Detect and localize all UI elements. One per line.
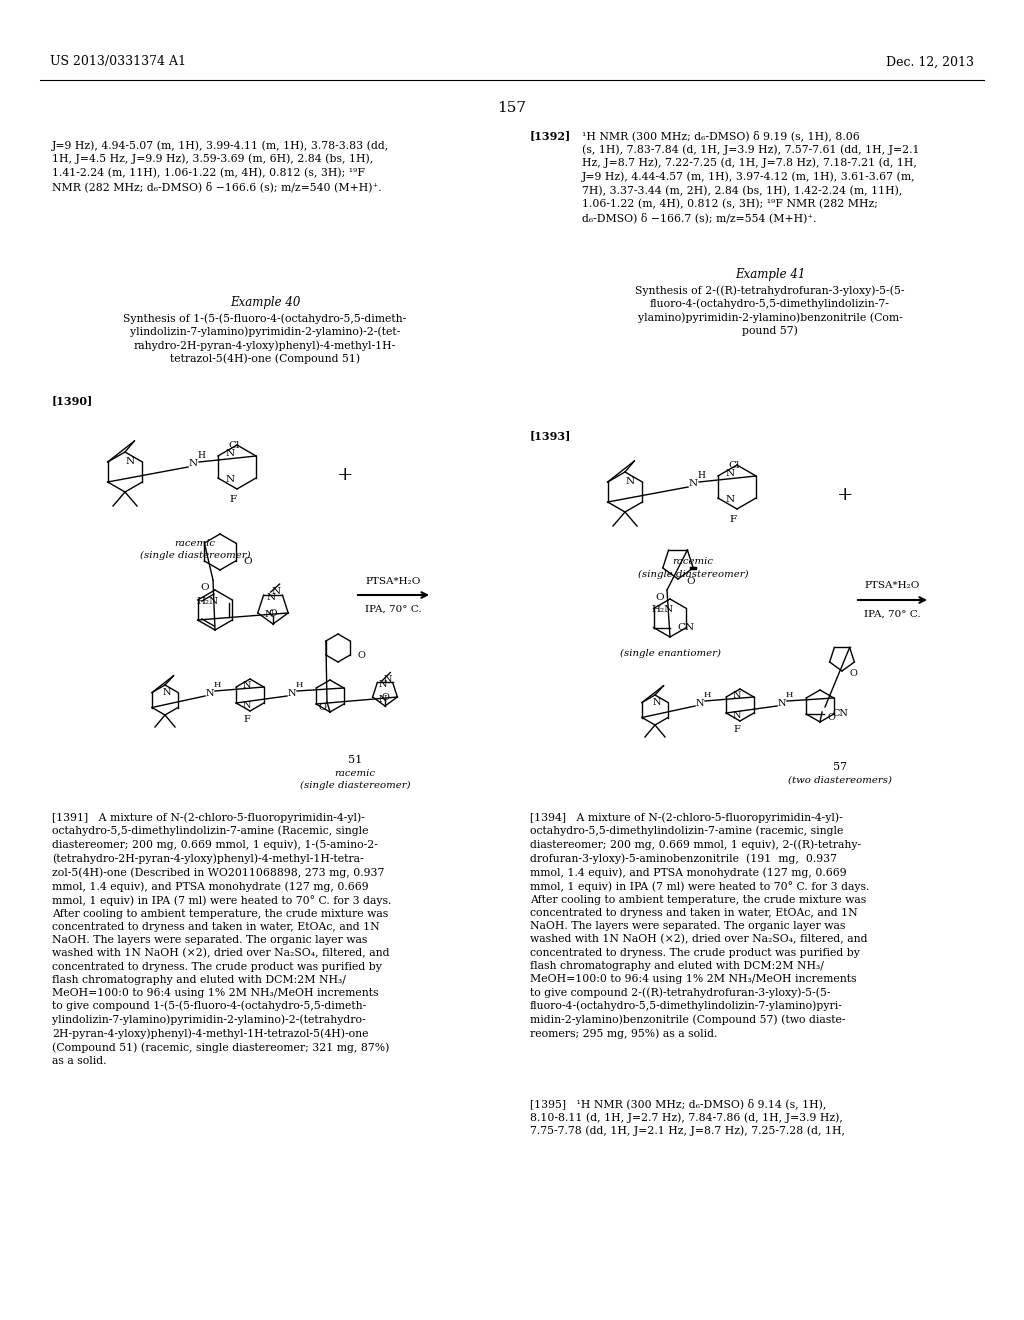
Text: IPA, 70° C.: IPA, 70° C. [863, 610, 921, 619]
Text: 51: 51 [348, 755, 362, 766]
Text: N: N [732, 710, 740, 719]
Text: O: O [849, 668, 857, 677]
Text: (single diastereomer): (single diastereomer) [300, 780, 411, 789]
Text: N: N [266, 593, 275, 602]
Text: F: F [244, 715, 251, 725]
Text: H: H [213, 681, 221, 689]
Text: Example 41: Example 41 [735, 268, 805, 281]
Text: N: N [732, 690, 740, 700]
Text: N: N [652, 698, 660, 708]
Text: O: O [381, 693, 389, 701]
Text: N: N [226, 450, 236, 458]
Text: N: N [778, 698, 786, 708]
Text: racemic: racemic [673, 557, 714, 566]
Text: PTSA*H₂O: PTSA*H₂O [366, 577, 421, 586]
Text: H: H [197, 450, 205, 459]
Text: N: N [379, 694, 387, 704]
Text: N: N [626, 478, 634, 487]
Text: O: O [268, 610, 278, 619]
Text: N: N [242, 681, 251, 689]
Text: racemic: racemic [174, 539, 215, 548]
Text: N: N [726, 470, 735, 479]
Text: O: O [686, 577, 694, 586]
Text: N: N [242, 701, 251, 710]
Text: N: N [188, 459, 198, 469]
Text: [1394]   A mixture of N-(2-chloro-5-fluoropyrimidin-4-yl)-
octahydro-5,5-dimethy: [1394] A mixture of N-(2-chloro-5-fluoro… [530, 812, 869, 1039]
Text: US 2013/0331374 A1: US 2013/0331374 A1 [50, 55, 186, 69]
Text: [1395]   ¹H NMR (300 MHz; d₆-DMSO) δ 9.14 (s, 1H),
8.10-8.11 (d, 1H, J=2.7 Hz), : [1395] ¹H NMR (300 MHz; d₆-DMSO) δ 9.14 … [530, 1098, 845, 1137]
Text: N: N [378, 680, 387, 689]
Text: N: N [726, 495, 735, 504]
Text: 157: 157 [498, 102, 526, 115]
Text: racemic: racemic [335, 768, 376, 777]
Text: N: N [226, 475, 236, 484]
Text: N: N [688, 479, 697, 488]
Text: N: N [163, 688, 171, 697]
Text: O: O [244, 557, 252, 565]
Text: O: O [357, 651, 365, 660]
Text: Cl: Cl [228, 441, 240, 450]
Text: H: H [785, 690, 793, 700]
Text: F: F [729, 516, 736, 524]
Text: H: H [697, 470, 705, 479]
Text: (single enantiomer): (single enantiomer) [620, 648, 721, 657]
Text: Synthesis of 1-(5-(5-fluoro-4-(octahydro-5,5-dimeth-
ylindolizin-7-ylamino)pyrim: Synthesis of 1-(5-(5-fluoro-4-(octahydro… [123, 313, 407, 364]
Text: O: O [318, 702, 326, 711]
Text: O: O [201, 583, 209, 593]
Text: N: N [695, 698, 705, 708]
Text: [1391]   A mixture of N-(2-chloro-5-fluoropyrimidin-4-yl)-
octahydro-5,5-dimethy: [1391] A mixture of N-(2-chloro-5-fluoro… [52, 812, 391, 1067]
Text: N: N [383, 675, 392, 684]
Text: J=9 Hz), 4.94-5.07 (m, 1H), 3.99-4.11 (m, 1H), 3.78-3.83 (dd,
1H, J=4.5 Hz, J=9.: J=9 Hz), 4.94-5.07 (m, 1H), 3.99-4.11 (m… [52, 140, 389, 191]
Text: F: F [733, 726, 740, 734]
Text: O: O [828, 714, 836, 722]
Text: F: F [229, 495, 237, 504]
Text: H₂N: H₂N [196, 597, 218, 606]
Text: (single diastereomer): (single diastereomer) [638, 569, 749, 578]
Text: Dec. 12, 2013: Dec. 12, 2013 [886, 55, 974, 69]
Text: [1390]: [1390] [52, 395, 93, 407]
Text: H₂N: H₂N [651, 605, 674, 614]
Text: 57: 57 [833, 762, 847, 772]
Text: Example 40: Example 40 [229, 296, 300, 309]
Text: H: H [295, 681, 303, 689]
Text: N: N [288, 689, 296, 697]
Text: +: + [337, 466, 353, 484]
Text: [1393]: [1393] [530, 430, 571, 441]
Text: O: O [655, 593, 665, 602]
Text: H: H [703, 690, 711, 700]
Text: CN: CN [833, 710, 848, 718]
Text: N: N [125, 458, 134, 466]
Text: [1392]: [1392] [530, 129, 571, 141]
Text: N: N [265, 610, 273, 619]
Text: N: N [271, 586, 281, 595]
Text: CN: CN [678, 623, 694, 632]
Text: (two diastereomers): (two diastereomers) [788, 776, 892, 784]
Text: +: + [837, 486, 853, 504]
Text: (single diastereomer): (single diastereomer) [139, 550, 250, 560]
Text: IPA, 70° C.: IPA, 70° C. [365, 605, 421, 614]
Text: Synthesis of 2-((R)-tetrahydrofuran-3-yloxy)-5-(5-
fluoro-4-(octahydro-5,5-dimet: Synthesis of 2-((R)-tetrahydrofuran-3-yl… [635, 285, 905, 337]
Text: Cl: Cl [728, 462, 739, 470]
Text: ¹H NMR (300 MHz; d₆-DMSO) δ 9.19 (s, 1H), 8.06
(s, 1H), 7.83-7.84 (d, 1H, J=3.9 : ¹H NMR (300 MHz; d₆-DMSO) δ 9.19 (s, 1H)… [582, 129, 920, 223]
Text: PTSA*H₂O: PTSA*H₂O [864, 582, 920, 590]
Text: N: N [206, 689, 214, 697]
